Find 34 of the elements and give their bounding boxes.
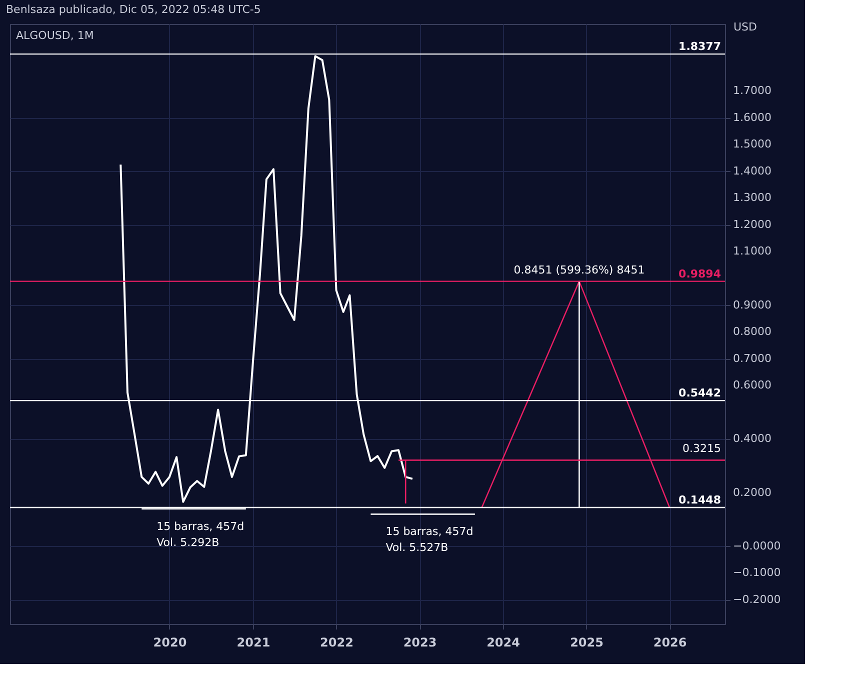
y-tick-label: 0.8000 bbox=[733, 325, 772, 338]
x-tick-label: 2026 bbox=[653, 636, 687, 650]
y-tick-label: 0.4000 bbox=[733, 432, 772, 446]
y-tick-label: 0.2000 bbox=[733, 486, 772, 499]
x-tick-label: 2022 bbox=[320, 636, 354, 650]
ref-line-label: 0.5442 bbox=[678, 386, 721, 400]
y-axis-title: USD bbox=[734, 20, 758, 34]
y-tick-label: 1.5000 bbox=[733, 138, 772, 151]
x-tick-label: 2020 bbox=[153, 636, 187, 650]
text: ALGOUSD, 1M bbox=[16, 29, 94, 42]
y-tick-label: 0.9000 bbox=[733, 298, 772, 312]
x-tick-label: 2025 bbox=[570, 636, 604, 650]
annotation: 15 barras, 457d Vol. 5.292B bbox=[156, 520, 244, 549]
x-tick-label: 2023 bbox=[403, 636, 437, 650]
ref-line-label: 1.8377 bbox=[678, 40, 721, 54]
annotation: 15 barras, 457d Vol. 5.527B bbox=[386, 525, 474, 554]
y-tick-label: 0.7000 bbox=[733, 352, 772, 365]
annotation: 0.8451 (599.36%) 8451 bbox=[514, 263, 645, 276]
y-tick-label: −0.1000 bbox=[733, 566, 781, 580]
y-tick-label: 1.2000 bbox=[733, 218, 772, 231]
ref-line-label: 0.9894 bbox=[678, 267, 722, 280]
annotation: 0.3215 bbox=[682, 442, 721, 456]
y-tick-label: 1.1000 bbox=[733, 244, 772, 258]
y-tick-label: −0.0000 bbox=[733, 539, 781, 552]
y-tick-label: 0.6000 bbox=[733, 378, 772, 392]
y-tick-label: 1.7000 bbox=[733, 84, 772, 97]
y-tick-label: −0.2000 bbox=[733, 592, 781, 606]
x-tick-label: 2024 bbox=[486, 636, 520, 650]
y-tick-label: 1.3000 bbox=[733, 191, 772, 204]
y-tick-label: 1.4000 bbox=[733, 164, 772, 178]
ref-line-label: 0.1448 bbox=[678, 494, 721, 507]
y-tick-label: 1.6000 bbox=[733, 110, 772, 124]
x-tick-label: 2021 bbox=[236, 636, 270, 650]
text: Benlsaza publicado, Dic 05, 2022 05:48 UTC-5 bbox=[6, 3, 261, 16]
